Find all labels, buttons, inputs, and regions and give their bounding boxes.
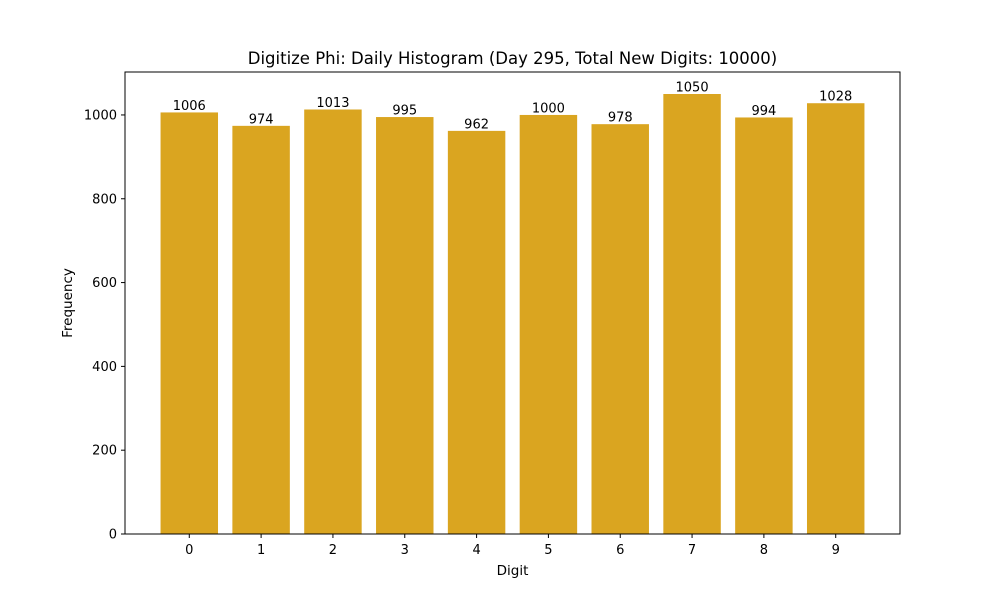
bar-digit-3	[376, 117, 434, 535]
y-tick-label: 1000	[84, 108, 117, 123]
y-axis: 0 200 400 600 800 1000	[84, 108, 125, 543]
bar-digit-1	[232, 125, 290, 534]
x-tick-label: 3	[401, 543, 409, 558]
bar-value-label: 1050	[676, 81, 709, 96]
bar-value-label: 1013	[316, 96, 349, 111]
bar-value-label: 978	[608, 111, 633, 126]
x-tick-label: 4	[472, 543, 480, 558]
bar-digit-8	[735, 117, 793, 534]
y-tick-label: 200	[92, 444, 117, 459]
plot-frame	[124, 71, 901, 535]
bar-digit-0	[160, 112, 219, 534]
bar-digit-4	[447, 130, 506, 534]
x-tick-label: 8	[760, 543, 768, 558]
bar-value-label: 994	[751, 104, 776, 119]
x-tick-label: 5	[544, 543, 552, 558]
y-tick-label: 0	[109, 528, 117, 543]
y-axis-label: Frequency	[60, 268, 76, 338]
x-tick-label: 1	[257, 543, 265, 558]
x-tick-label: 9	[832, 543, 840, 558]
bars-group	[160, 94, 865, 535]
bar-value-label: 962	[464, 117, 489, 132]
bar-labels-group: 1006 974 1013 995 962 1000 978 1050 994 1028	[173, 81, 853, 133]
bar-value-label: 1006	[173, 99, 206, 114]
chart-title: Digitize Phi: Daily Histogram (Day 295, …	[248, 49, 778, 68]
y-tick-label: 600	[92, 276, 117, 291]
bar-value-label: 1000	[532, 101, 565, 116]
x-tick-label: 2	[329, 543, 337, 558]
bar-value-label: 995	[392, 104, 417, 119]
bar-digit-5	[519, 114, 578, 534]
bar-digit-6	[591, 124, 649, 535]
x-tick-label: 7	[688, 543, 696, 558]
bar-digit-2	[304, 109, 362, 534]
bar-digit-9	[806, 103, 865, 534]
bar-digit-7	[663, 94, 721, 534]
x-tick-label: 0	[185, 543, 193, 558]
x-axis: 0 1 2 3 4 5 6 7 8 9	[185, 534, 840, 558]
y-tick-label: 400	[92, 360, 117, 375]
bar-value-label: 1028	[819, 90, 852, 105]
x-tick-label: 6	[616, 543, 624, 558]
x-axis-label: Digit	[497, 563, 529, 579]
y-tick-label: 800	[92, 192, 117, 207]
bar-value-label: 974	[249, 112, 274, 127]
